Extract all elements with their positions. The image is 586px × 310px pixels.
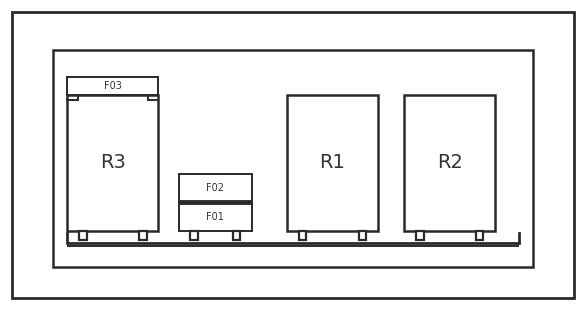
Bar <box>416 231 424 240</box>
Bar <box>476 231 483 240</box>
Bar <box>67 78 158 95</box>
Bar <box>53 50 533 267</box>
Bar <box>139 231 146 240</box>
Text: R1: R1 <box>319 153 346 172</box>
Bar <box>190 231 198 240</box>
Bar <box>67 95 158 231</box>
Text: R3: R3 <box>100 153 126 172</box>
Bar <box>404 95 495 231</box>
Bar <box>179 202 252 231</box>
Text: F03: F03 <box>104 81 122 91</box>
Bar <box>299 231 306 240</box>
Bar <box>359 231 366 240</box>
Text: F02: F02 <box>206 183 224 193</box>
Bar <box>287 95 378 231</box>
Text: R2: R2 <box>437 153 463 172</box>
Bar <box>79 231 87 240</box>
Bar <box>233 231 240 240</box>
Bar <box>179 174 252 202</box>
Text: F01: F01 <box>206 212 224 222</box>
